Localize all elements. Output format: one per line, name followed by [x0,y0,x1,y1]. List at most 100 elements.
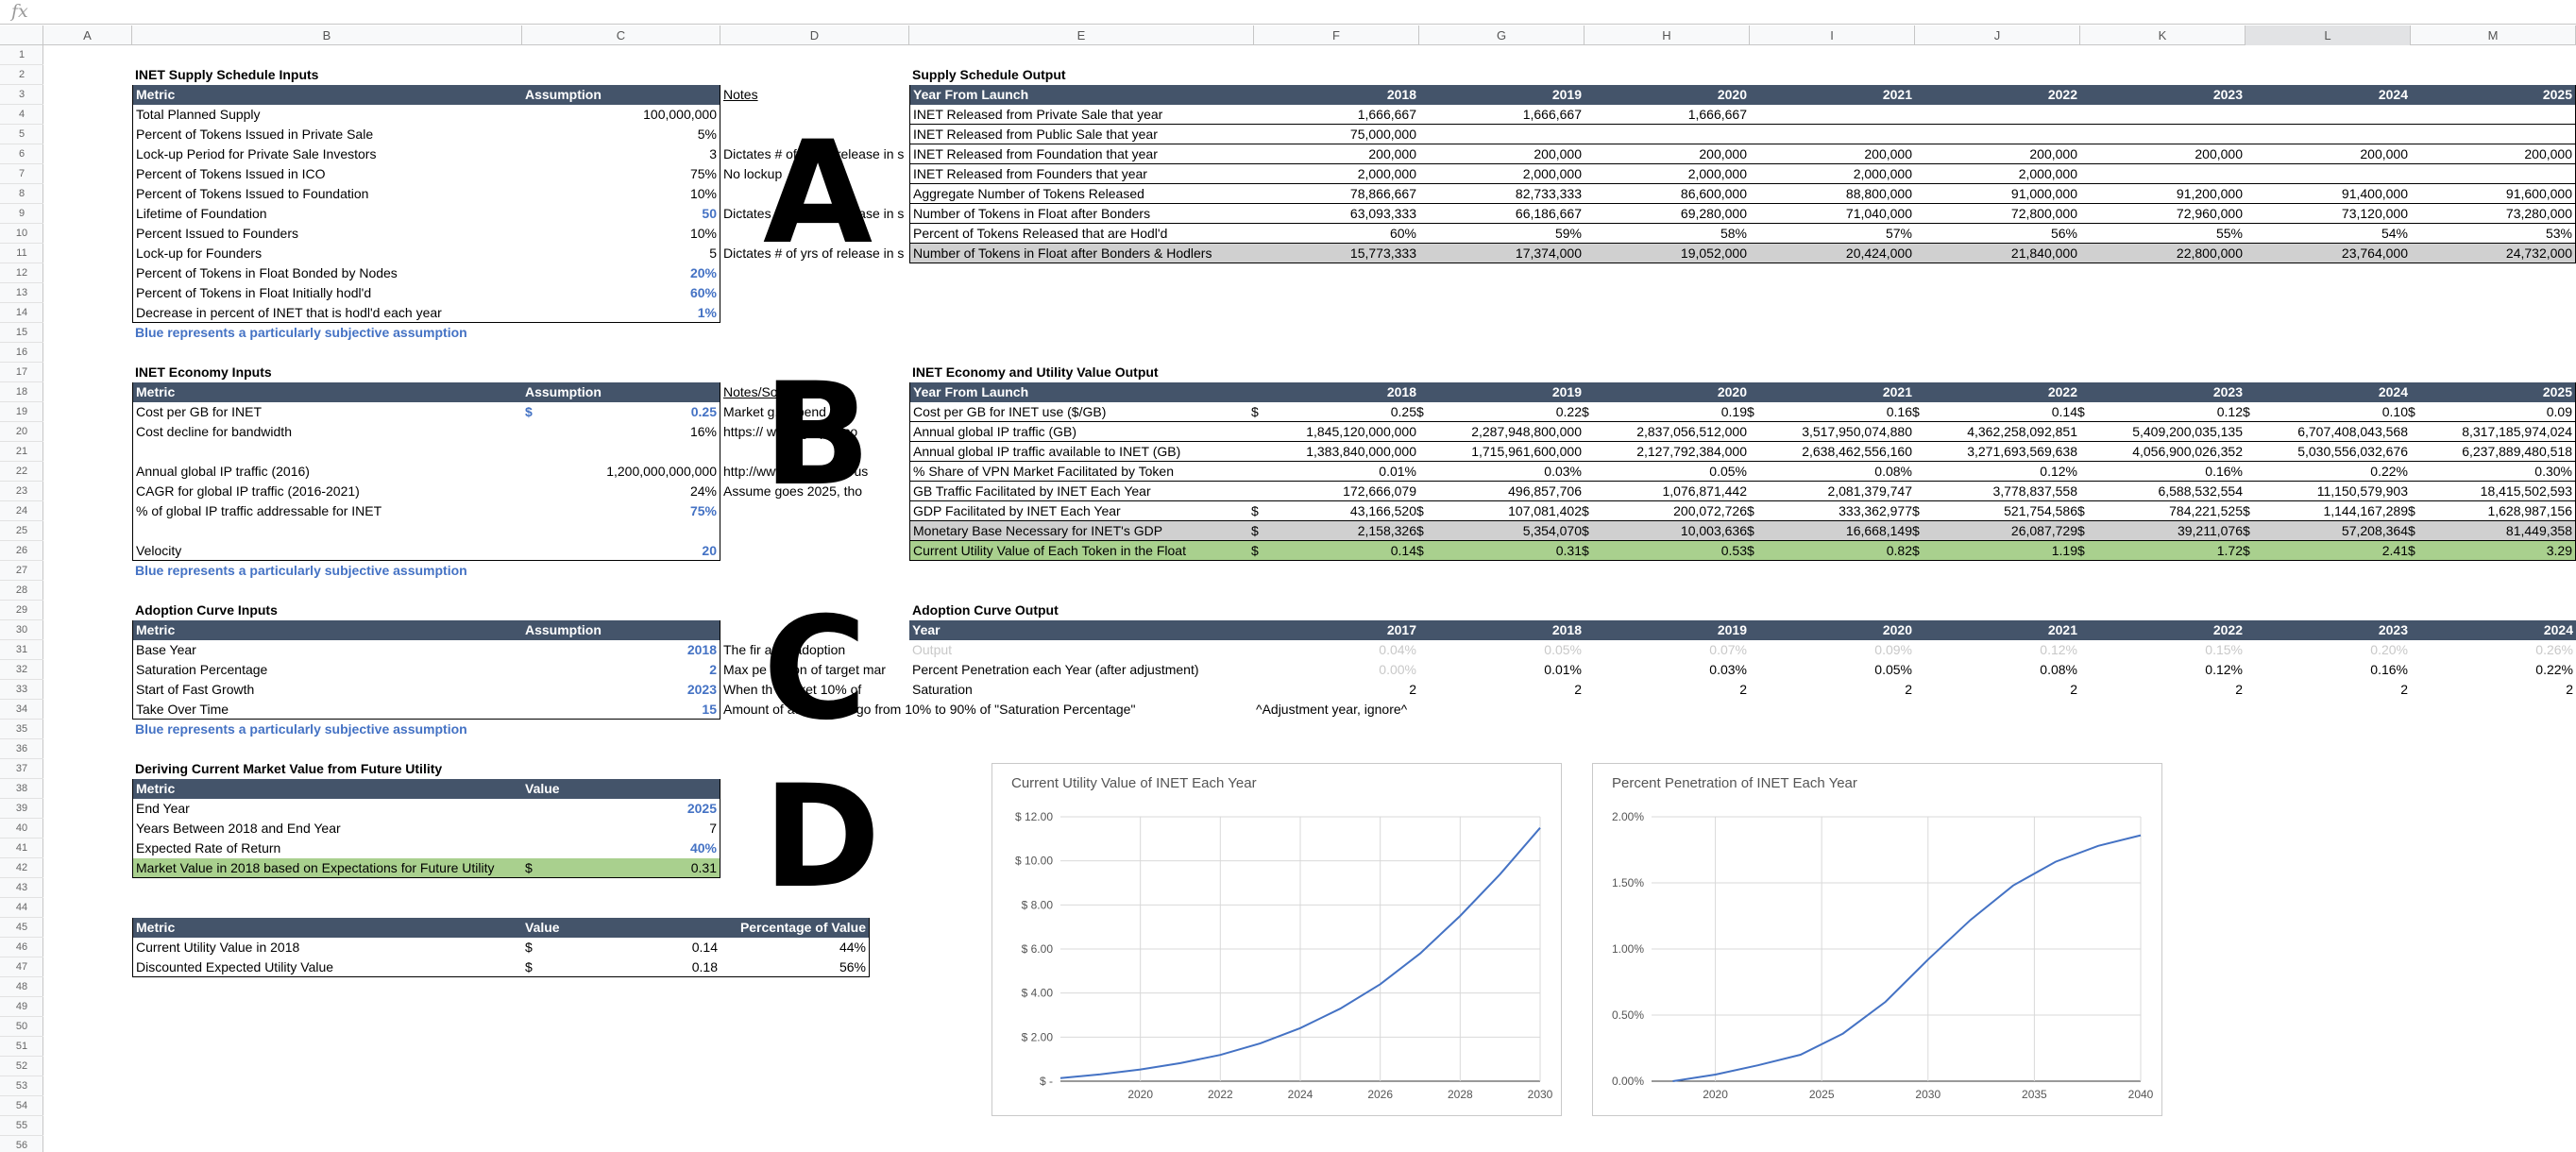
row-header-1[interactable]: 1 [0,45,43,65]
row-header-30[interactable]: 30 [0,620,43,640]
column-header-g[interactable]: G [1419,25,1585,45]
row-header-36[interactable]: 36 [0,739,43,759]
output-value: 200,072,726 [1585,501,1750,521]
row-header-55[interactable]: 55 [0,1116,43,1136]
row-header-49[interactable]: 49 [0,997,43,1017]
assumption-value: 100,000,000 [522,105,720,125]
row-header-47[interactable]: 47 [0,957,43,977]
row-header-53[interactable]: 53 [0,1076,43,1096]
row-header-33[interactable]: 33 [0,680,43,700]
row-header-7[interactable]: 7 [0,164,43,184]
year-header: 2024 [2411,620,2576,640]
row-header-27[interactable]: 27 [0,561,43,581]
row-header-56[interactable]: 56 [0,1136,43,1152]
column-header-h[interactable]: H [1585,25,1750,45]
row-header-13[interactable]: 13 [0,283,43,303]
column-header-j[interactable]: J [1915,25,2080,45]
row-header-41[interactable]: 41 [0,839,43,858]
row-header-25[interactable]: 25 [0,521,43,541]
column-header-b[interactable]: B [132,25,522,45]
column-header-d[interactable]: D [720,25,909,45]
row-header-19[interactable]: 19 [0,402,43,422]
column-header-i[interactable]: I [1750,25,1915,45]
output-value: 6,237,889,480,518 [2411,442,2576,462]
output-value: 5,030,556,032,676 [2246,442,2411,462]
row-header-17[interactable]: 17 [0,363,43,382]
output-value: 0.22% [2246,462,2411,482]
utility-value-chart[interactable]: Current Utility Value of INET Each Year … [991,763,1562,1116]
row-header-52[interactable]: 52 [0,1057,43,1076]
output-value: 0.14 [1915,402,2080,422]
row-header-48[interactable]: 48 [0,977,43,997]
market-value: 7 [522,819,720,839]
column-header-a[interactable]: A [43,25,132,45]
column-header-c[interactable]: C [522,25,720,45]
row-header-42[interactable]: 42 [0,858,43,878]
row-header-43[interactable]: 43 [0,878,43,898]
row-header-28[interactable]: 28 [0,581,43,601]
metric-label: Percent of Tokens Issued to Foundation [132,184,522,204]
year-header: 2023 [2080,85,2246,105]
column-header-k[interactable]: K [2080,25,2246,45]
row-header-2[interactable]: 2 [0,65,43,85]
row-header-22[interactable]: 22 [0,462,43,482]
output-value [2080,105,2246,125]
row-header-10[interactable]: 10 [0,224,43,244]
row-header-51[interactable]: 51 [0,1037,43,1057]
column-header-f[interactable]: F [1254,25,1419,45]
currency-symbol: $ [1582,523,1589,538]
note-text: Market g, depend [723,404,826,419]
column-header-m[interactable]: M [2411,25,2576,45]
row-header-40[interactable]: 40 [0,819,43,839]
row-header-23[interactable]: 23 [0,482,43,501]
row-header-16[interactable]: 16 [0,343,43,363]
output-value: 0.12% [1915,462,2080,482]
column-header-l[interactable]: L [2246,25,2411,45]
row-header-3[interactable]: 3 [0,85,43,105]
row-header-38[interactable]: 38 [0,779,43,799]
note-text: http://www.cisco. c/en/us [723,464,869,479]
row-header-9[interactable]: 9 [0,204,43,224]
row-header-11[interactable]: 11 [0,244,43,263]
y-tick-label: 0.50% [1612,1008,1644,1022]
select-all-corner[interactable] [0,25,43,45]
row-header-45[interactable]: 45 [0,918,43,938]
row-header-34[interactable]: 34 [0,700,43,720]
row-header-4[interactable]: 4 [0,105,43,125]
output-value: 0.01% [1254,462,1419,482]
row-header-20[interactable]: 20 [0,422,43,442]
row-header-5[interactable]: 5 [0,125,43,144]
row-header-39[interactable]: 39 [0,799,43,819]
currency-symbol: $ [525,860,533,875]
row-header-32[interactable]: 32 [0,660,43,680]
formula-bar[interactable]: fx [0,0,2576,25]
row-header-31[interactable]: 31 [0,640,43,660]
year-header: 2024 [2246,85,2411,105]
row-header-26[interactable]: 26 [0,541,43,561]
row-header-14[interactable]: 14 [0,303,43,323]
output-value: 2,000,000 [1585,164,1750,184]
row-header-18[interactable]: 18 [0,382,43,402]
row-header-54[interactable]: 54 [0,1096,43,1116]
column-header-e[interactable]: E [909,25,1254,45]
output-value [2246,105,2411,125]
output-value: 200,000 [1585,144,1750,164]
output-value: 2,837,056,512,000 [1585,422,1750,442]
row-header-44[interactable]: 44 [0,898,43,918]
penetration-chart[interactable]: Percent Penetration of INET Each Year 0.… [1592,763,2162,1116]
row-header-29[interactable]: 29 [0,601,43,620]
row-header-12[interactable]: 12 [0,263,43,283]
row-header-37[interactable]: 37 [0,759,43,779]
row-header-21[interactable]: 21 [0,442,43,462]
row-header-15[interactable]: 15 [0,323,43,343]
row-header-6[interactable]: 6 [0,144,43,164]
output-value: 2,000,000 [1915,164,2080,184]
row-header-24[interactable]: 24 [0,501,43,521]
row-header-50[interactable]: 50 [0,1017,43,1037]
output-value: 8,317,185,974,024 [2411,422,2576,442]
output-value: 0.14 [1254,541,1419,561]
row-header-8[interactable]: 8 [0,184,43,204]
row-header-46[interactable]: 46 [0,938,43,957]
row-header-35[interactable]: 35 [0,720,43,739]
